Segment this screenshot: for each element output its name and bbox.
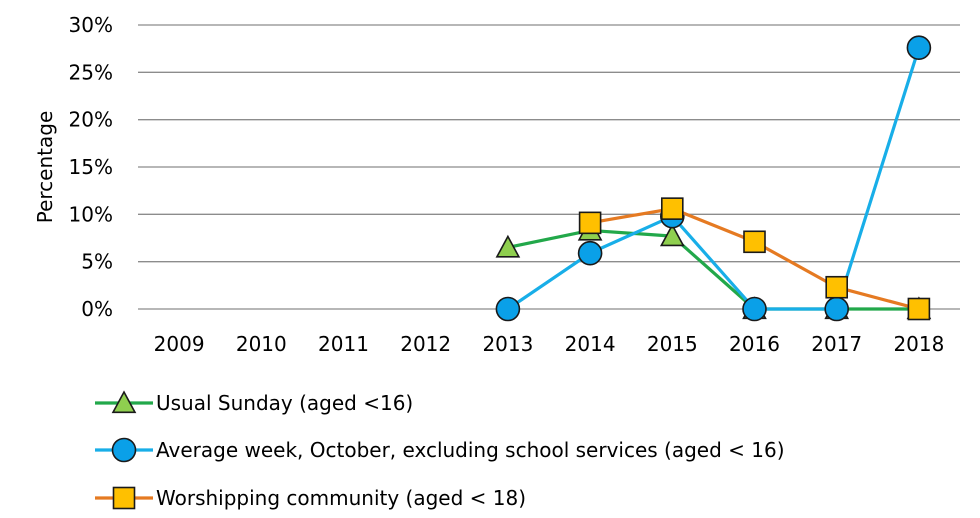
data-point <box>659 223 685 247</box>
series-circle <box>495 35 932 322</box>
series-triangle <box>495 217 932 320</box>
legend-marker <box>111 437 137 463</box>
x-tick-label: 2009 <box>154 332 205 356</box>
series-line <box>589 207 920 311</box>
series-line <box>507 228 919 311</box>
x-tick-label: 2015 <box>647 332 698 356</box>
series-line <box>507 47 921 311</box>
y-tick-label: 0% <box>81 297 113 321</box>
legend: Usual Sunday (aged <16) Average week, Oct… <box>95 390 785 510</box>
x-tick-label: 2011 <box>318 332 369 356</box>
legend-label: Usual Sunday (aged <16) <box>156 391 413 415</box>
legend-item: Average week, October, excluding school … <box>95 437 785 463</box>
y-tick-label: 5% <box>81 250 113 274</box>
legend-marker <box>112 486 136 510</box>
y-axis-title: Percentage <box>33 111 57 224</box>
data-point <box>825 275 849 299</box>
x-axis-ticks: 2009 2010 2011 2012 2013 2014 2015 2016 2017 2018 <box>154 332 945 356</box>
data-point <box>495 296 521 322</box>
x-tick-label: 2012 <box>400 332 451 356</box>
data-point <box>907 297 931 321</box>
y-tick-label: 15% <box>69 155 113 179</box>
x-tick-label: 2017 <box>811 332 862 356</box>
data-point <box>743 230 766 254</box>
y-axis-ticks: 0% 5% 10% 15% 20% 25% 30% <box>69 13 113 321</box>
y-tick-label: 25% <box>69 60 113 84</box>
data-point <box>660 197 684 220</box>
series-square <box>578 197 931 321</box>
gridlines <box>138 24 960 310</box>
x-tick-label: 2013 <box>482 332 533 356</box>
y-tick-label: 10% <box>69 202 113 226</box>
legend-label: Average week, October, excluding school … <box>156 438 785 462</box>
data-point <box>824 296 850 322</box>
x-tick-label: 2010 <box>236 332 287 356</box>
data-point <box>577 240 603 266</box>
data-point <box>742 296 767 322</box>
x-tick-label: 2016 <box>729 332 780 356</box>
data-point <box>906 35 932 61</box>
data-point <box>495 234 521 258</box>
legend-item: Worshipping community (aged < 18) <box>95 486 526 510</box>
legend-label: Worshipping community (aged < 18) <box>156 486 526 510</box>
y-tick-label: 30% <box>69 13 113 37</box>
series-layer <box>495 35 932 322</box>
x-tick-label: 2018 <box>893 332 944 356</box>
data-point <box>578 211 602 235</box>
legend-marker <box>111 390 137 414</box>
legend-item: Usual Sunday (aged <16) <box>95 390 413 415</box>
x-tick-label: 2014 <box>565 332 616 356</box>
y-tick-label: 20% <box>69 108 113 132</box>
